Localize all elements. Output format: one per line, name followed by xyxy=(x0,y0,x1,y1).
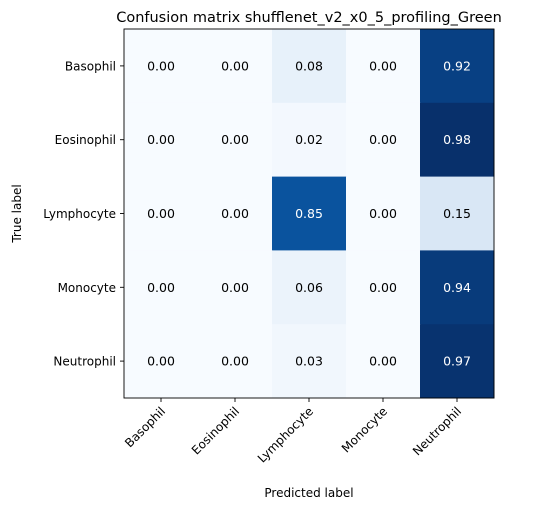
cell-value-label: 0.00 xyxy=(221,206,249,221)
y-axis-ticks: Basophil Eosinophil Lymphocyte Monocyte Neut… xyxy=(43,59,124,369)
cell-value-label: 0.00 xyxy=(369,280,397,295)
chart-title: Confusion matrix shufflenet_v2_x0_5_prof… xyxy=(116,10,502,26)
cell-value-label: 0.98 xyxy=(443,132,471,147)
cell-value-label: 0.00 xyxy=(147,132,175,147)
x-tick-label: Monocyte xyxy=(339,404,390,455)
heatmap-cell xyxy=(346,29,421,104)
cell-value-label: 0.85 xyxy=(295,206,323,221)
x-tick-label: Eosinophil xyxy=(189,404,242,457)
cell-value-label: 0.03 xyxy=(295,354,323,369)
heatmap-cell xyxy=(198,250,273,325)
heatmap-cell xyxy=(124,29,199,104)
heatmap-cell xyxy=(124,176,199,251)
heatmap-cell xyxy=(272,102,347,178)
cell-value-label: 0.00 xyxy=(221,280,249,295)
heatmap-cell xyxy=(272,250,347,325)
cell-value-label: 0.02 xyxy=(295,132,323,147)
heatmap-cell xyxy=(198,29,273,104)
cell-value-label: 0.00 xyxy=(147,206,175,221)
cell-value-label: 0.08 xyxy=(295,58,323,73)
cell-value-label: 0.00 xyxy=(221,354,249,369)
cell-value-label: 0.94 xyxy=(443,280,471,295)
x-tick-label: Neutrophil xyxy=(410,404,464,458)
heatmap-cell xyxy=(198,176,273,251)
x-tick-label: Lymphocyte xyxy=(255,404,316,465)
cell-value-label: 0.00 xyxy=(147,354,175,369)
heatmap-cell xyxy=(272,176,347,251)
cell-value-label: 0.15 xyxy=(443,206,471,221)
cell-value-label: 0.00 xyxy=(147,58,175,73)
heatmap-cell xyxy=(198,324,273,399)
y-tick-label: Basophil xyxy=(65,59,116,73)
cell-value-label: 0.06 xyxy=(295,280,323,295)
cell-value-label: 0.00 xyxy=(369,132,397,147)
heatmap-cell xyxy=(272,324,347,399)
heatmap-cell xyxy=(420,102,495,178)
heatmap-cell xyxy=(420,324,495,399)
x-axis-label: Predicted label xyxy=(264,486,353,500)
heatmap-cell xyxy=(420,176,495,251)
heatmap-cell xyxy=(198,102,273,178)
cell-value-label: 0.00 xyxy=(369,206,397,221)
heatmap-cell xyxy=(124,324,199,399)
heatmap-cell xyxy=(124,250,199,325)
cell-value-label: 0.00 xyxy=(369,58,397,73)
y-tick-label: Eosinophil xyxy=(55,133,116,147)
heatmap-value-labels: 0.00 0.00 0.08 0.00 0.92 0.00 0.00 0.02 0.00 0.98… xyxy=(147,58,471,368)
heatmap-cell xyxy=(124,102,199,178)
heatmap-cells xyxy=(124,29,495,399)
cell-value-label: 0.00 xyxy=(221,132,249,147)
cell-value-label: 0.00 xyxy=(221,58,249,73)
heatmap-cell xyxy=(346,324,421,399)
y-tick-label: Monocyte xyxy=(58,281,116,295)
x-axis-ticks: Basophil Eosinophil Lymphocyte Monocyte Neut… xyxy=(122,398,464,466)
cell-value-label: 0.92 xyxy=(443,58,471,73)
cell-value-label: 0.97 xyxy=(443,354,471,369)
y-tick-label: Lymphocyte xyxy=(43,207,116,221)
heatmap-cell xyxy=(420,29,495,104)
cell-value-label: 0.00 xyxy=(147,280,175,295)
y-axis-label: True label xyxy=(10,184,24,243)
heatmap-cell xyxy=(420,250,495,325)
x-tick-label: Basophil xyxy=(122,404,168,450)
heatmap-cell xyxy=(272,29,347,104)
y-tick-label: Neutrophil xyxy=(53,355,116,369)
heatmap-cell xyxy=(346,176,421,251)
cell-value-label: 0.00 xyxy=(369,354,397,369)
heatmap-cell xyxy=(346,102,421,178)
heatmap-cell xyxy=(346,250,421,325)
